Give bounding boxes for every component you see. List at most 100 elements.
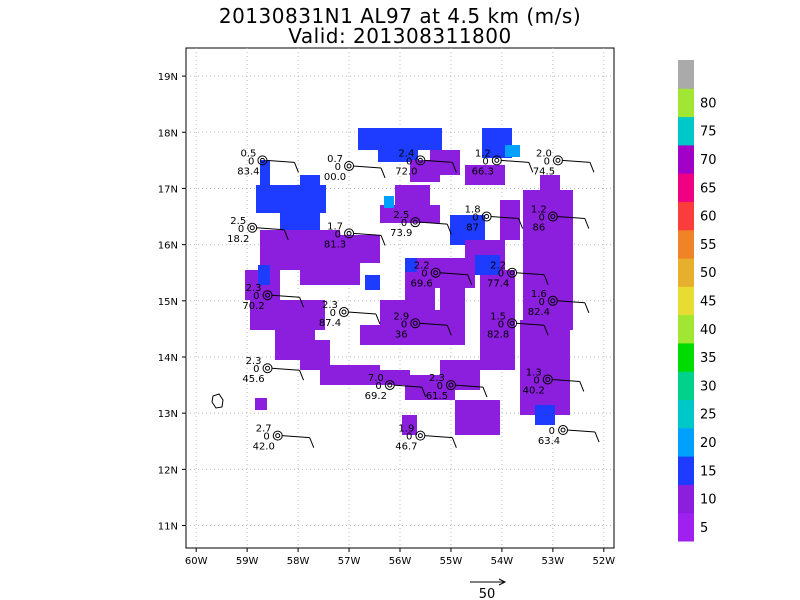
wind-barb-shaft xyxy=(567,429,596,433)
station-speed-label: 0.5 xyxy=(240,148,256,159)
station-speed-label: 2.4 xyxy=(398,148,414,159)
station-inner-circle xyxy=(417,157,423,163)
station-inner-circle xyxy=(259,157,265,163)
station-calm-label: 0 xyxy=(330,308,336,319)
station-value-label: 77.4 xyxy=(487,279,509,290)
station-inner-circle xyxy=(560,427,566,433)
colorbar-label: 30 xyxy=(700,379,717,394)
wind-barb-shaft xyxy=(256,227,285,231)
y-tick-label: 12N xyxy=(158,465,178,476)
island-outline xyxy=(211,393,224,409)
reference-vector-label: 50 xyxy=(479,587,496,600)
station-calm-label: 0 xyxy=(248,156,254,167)
wind-speed-cell xyxy=(455,400,500,435)
colorbar-label: 60 xyxy=(700,210,717,225)
wind-barb-shaft xyxy=(393,384,422,388)
wind-speed-cell xyxy=(365,275,380,290)
colorbar-label: 35 xyxy=(700,351,717,366)
station-calm-label: 0 xyxy=(335,162,341,173)
wind-speed-cell xyxy=(505,145,520,157)
station-speed-label: 2.5 xyxy=(393,210,409,221)
x-tick-label: 52W xyxy=(592,556,615,567)
y-tick-label: 17N xyxy=(158,184,178,195)
colorbar-label: 45 xyxy=(700,295,717,310)
colorbar-label: 50 xyxy=(700,266,717,281)
station-plot: 063.4 xyxy=(538,425,600,447)
wind-speed-cell xyxy=(280,210,320,232)
chart-title: 20130831N1 AL97 at 4.5 km (m/s) xyxy=(218,4,582,28)
station-value-label: 83.4 xyxy=(237,166,259,177)
wind-barb-flag xyxy=(528,162,534,173)
station-value-label: 69.2 xyxy=(365,391,387,402)
colorbar-label: 65 xyxy=(700,181,717,196)
station-value-label: 69.6 xyxy=(411,279,433,290)
wind-barb-shaft xyxy=(271,294,300,298)
station-speed-label: 2.3 xyxy=(429,373,445,384)
station-speed-label: 1.8 xyxy=(465,205,481,216)
wind-speed-cell xyxy=(260,160,270,190)
station-inner-circle xyxy=(509,270,515,276)
wind-barb-shaft xyxy=(347,311,376,315)
wind-barb-flag xyxy=(579,381,585,392)
wind-speed-cell xyxy=(300,175,320,190)
wind-barb-shaft xyxy=(556,300,585,304)
station-calm-label: 0 xyxy=(533,375,539,386)
station-speed-label: 1.7 xyxy=(327,221,343,232)
colorbar-label: 80 xyxy=(700,96,717,111)
station-value-label: 45.6 xyxy=(242,374,264,385)
y-tick-label: 18N xyxy=(158,128,178,139)
station-calm-label: 0 xyxy=(401,218,407,229)
station-calm-label: 0 xyxy=(238,224,244,235)
x-tick-label: 55W xyxy=(440,556,463,567)
colorbar-label: 40 xyxy=(700,323,717,338)
station-value-label: 18.2 xyxy=(227,234,249,245)
wind-barb-flag xyxy=(299,370,304,381)
colorbar-segment xyxy=(678,314,694,344)
reference-vector: 50 xyxy=(470,578,507,600)
wind-barb-flag xyxy=(451,162,457,173)
wind-barb-shaft xyxy=(281,435,310,439)
wind-barb-shaft xyxy=(424,159,453,163)
wind-barb-flag xyxy=(594,431,600,443)
x-tick-label: 58W xyxy=(287,556,310,567)
station-inner-circle xyxy=(412,219,418,225)
colorbar-label: 75 xyxy=(700,125,717,140)
station-value-label: 70.2 xyxy=(242,301,264,312)
station-calm-label: 0 xyxy=(375,381,381,392)
station-inner-circle xyxy=(433,270,439,276)
station-value-label: 36 xyxy=(395,329,408,340)
station-inner-circle xyxy=(417,433,423,439)
station-calm-label: 0 xyxy=(335,229,341,240)
wind-barb-flag xyxy=(293,162,299,173)
wind-speed-cell xyxy=(258,265,270,285)
wind-speed-cell xyxy=(402,415,417,435)
wind-speed-cell xyxy=(523,190,573,330)
wind-barb-shaft xyxy=(490,216,519,220)
station-calm-label: 0 xyxy=(253,291,259,302)
colorbar-label: 25 xyxy=(700,408,717,423)
station-value-label: 66.3 xyxy=(472,166,494,177)
station-inner-circle xyxy=(494,157,500,163)
station-speed-label: 2.7 xyxy=(256,424,272,435)
station-speed-label: 1.2 xyxy=(475,148,491,159)
colorbar-segment xyxy=(678,286,694,316)
station-speed-label: 2.3 xyxy=(246,283,262,294)
wind-speed-cell xyxy=(378,150,418,162)
station-value-label: 82.4 xyxy=(528,307,550,318)
station-calm-label: 0 xyxy=(406,156,412,167)
station-inner-circle xyxy=(346,163,352,169)
y-tick-label: 14N xyxy=(158,353,178,364)
station-calm-label: 0 xyxy=(472,213,478,224)
station-value-label: 40.2 xyxy=(523,385,545,396)
wind-barb-shaft xyxy=(353,165,382,169)
wind-barb-shaft xyxy=(439,272,468,276)
station-inner-circle xyxy=(484,214,490,220)
wind-barb-shaft xyxy=(516,322,545,326)
station-value-label: 87.4 xyxy=(319,318,341,329)
